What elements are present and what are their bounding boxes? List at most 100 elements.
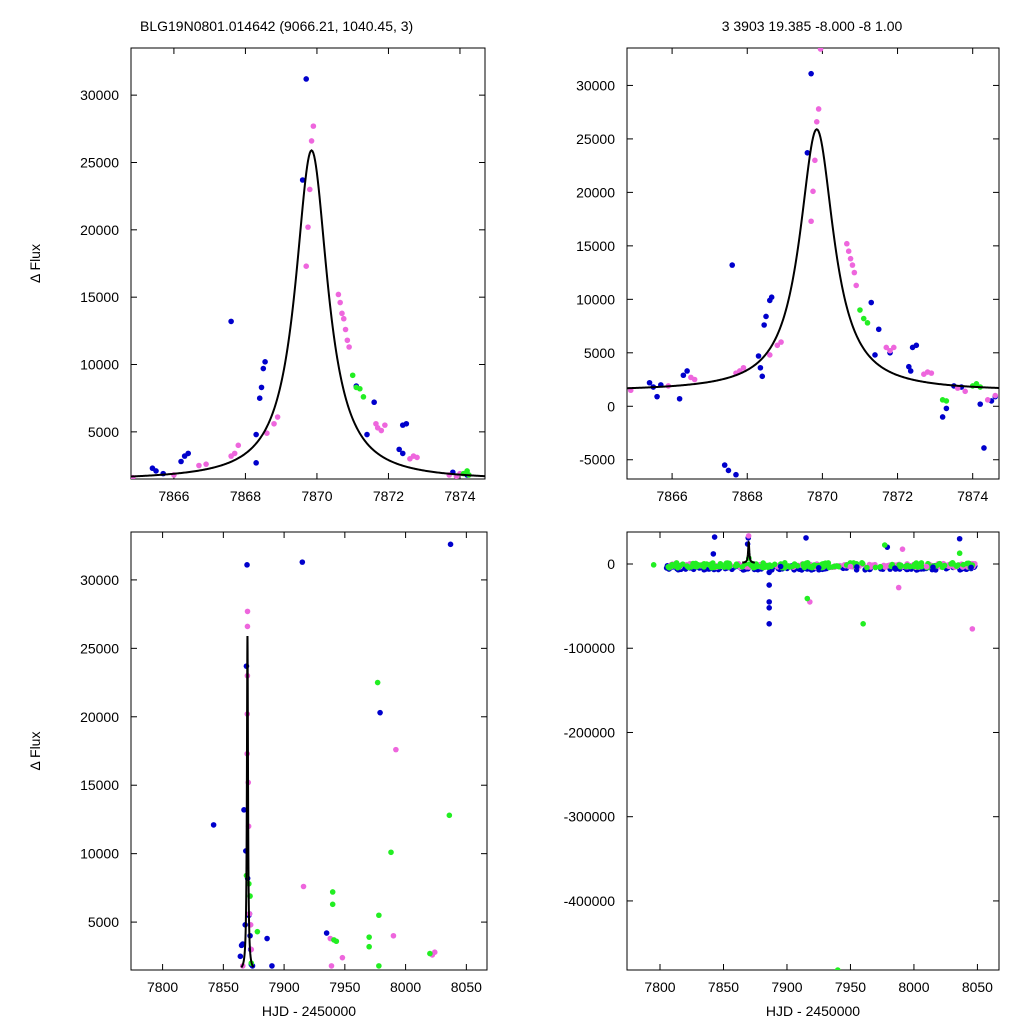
data-point-magenta — [745, 533, 752, 539]
data-point-magenta — [303, 263, 310, 269]
data-point-baseline — [936, 561, 942, 567]
data-point-blue — [733, 471, 739, 478]
y-tick-label: 5000 — [88, 424, 119, 440]
x-tick-label: 7900 — [269, 979, 300, 995]
panel-top-left: 7866 7868 7870 7872 7874 5000 10000 15000 20000 2… — [27, 47, 486, 504]
data-point-magenta — [740, 364, 747, 371]
data-point-blue — [956, 535, 963, 542]
data-point-baseline — [822, 560, 829, 566]
x-tick-label: 7872 — [882, 488, 913, 504]
data-point-baseline — [708, 564, 715, 571]
panel-top-right: 7866 7868 7870 7872 7874 -5000 0 5000 10000 15000… — [576, 47, 1000, 504]
data-point-blue — [872, 352, 878, 358]
data-point-blue — [364, 431, 370, 438]
data-point-baseline — [941, 562, 948, 569]
data-point-baseline — [950, 561, 957, 567]
data-point-magenta — [808, 218, 814, 225]
data-point-magenta — [923, 563, 930, 570]
data-point-baseline — [732, 563, 739, 569]
data-point-baseline — [809, 564, 815, 571]
data-point-baseline — [676, 563, 682, 570]
data-point-magenta — [271, 420, 277, 427]
data-point-green — [357, 385, 363, 392]
data-point-magenta — [845, 248, 852, 255]
y-tick-label: 5000 — [88, 914, 119, 930]
data-point-baseline — [955, 562, 961, 568]
plot-frame — [626, 531, 1000, 971]
x-tick-label: 7800 — [147, 979, 178, 995]
data-point-magenta — [928, 370, 935, 376]
data-point-blue — [892, 565, 898, 572]
data-point-blue — [761, 322, 767, 328]
data-point-green — [388, 849, 394, 856]
x-tick-label: 7872 — [373, 488, 404, 504]
data-point-baseline — [897, 563, 904, 570]
x-axis-label: HJD - 2450000 — [766, 1003, 860, 1019]
data-point-magenta — [984, 397, 991, 403]
data-point-magenta — [890, 344, 897, 351]
data-point-blue — [868, 299, 875, 306]
data-point-blue — [153, 468, 159, 474]
data-point-green — [695, 562, 701, 568]
data-point-blue — [763, 313, 769, 320]
data-point-blue — [646, 379, 653, 386]
x-tick-label: 7866 — [158, 488, 189, 504]
data-point-magenta — [308, 138, 315, 144]
data-point-blue — [228, 318, 234, 325]
data-point-blue — [906, 363, 912, 370]
x-tick-label: 7870 — [301, 488, 332, 504]
data-point-magenta — [414, 454, 420, 461]
data-point-magenta — [849, 262, 856, 268]
data-point-blue — [808, 70, 814, 77]
data-point-magenta — [766, 352, 773, 358]
panel-bottom-right: 7800 7850 7900 7950 8000 8050 -400000 -300000 -2… — [564, 531, 1000, 1019]
data-point-magenta — [264, 430, 270, 437]
data-point-magenta — [328, 963, 335, 969]
data-point-green — [349, 372, 356, 379]
data-point-magenta — [337, 299, 343, 306]
data-point-blue — [396, 446, 402, 453]
data-point-blue — [913, 342, 920, 349]
data-point-blue — [299, 177, 306, 183]
y-axis-label: Δ Flux — [27, 244, 43, 283]
data-point-magenta — [774, 342, 781, 349]
data-point-magenta — [339, 310, 345, 317]
data-point-blue — [253, 431, 259, 438]
data-point-magenta — [339, 954, 346, 961]
data-point-magenta — [382, 422, 388, 428]
data-point-magenta — [847, 563, 854, 570]
data-point-blue — [766, 582, 772, 588]
data-point-baseline — [685, 564, 692, 571]
data-point-blue — [299, 559, 306, 565]
data-point-green — [834, 563, 841, 569]
data-point-blue — [803, 535, 809, 541]
data-point-magenta — [300, 883, 307, 890]
y-tick-label: 25000 — [80, 640, 119, 656]
data-point-blue — [303, 76, 310, 82]
data-point-blue — [755, 353, 762, 359]
data-point-baseline — [739, 564, 746, 570]
data-point-blue — [244, 562, 250, 568]
data-point-blue — [447, 541, 454, 548]
data-point-blue — [399, 450, 406, 457]
data-point-blue — [721, 462, 728, 468]
data-point-blue — [710, 551, 717, 557]
data-point-blue — [759, 373, 766, 380]
data-point-magenta — [393, 746, 399, 753]
data-point-baseline — [723, 561, 729, 567]
x-tick-label: 7874 — [444, 488, 475, 504]
data-point-green — [864, 320, 871, 326]
data-point-magenta — [812, 157, 818, 164]
data-point-blue — [323, 930, 330, 936]
panel-bottom-left: 7800 7850 7900 7950 8000 8050 5000 10000 15000 20… — [27, 531, 488, 1019]
data-point-green — [376, 912, 382, 919]
data-point-blue — [403, 420, 410, 427]
y-axis-label: Δ Flux — [27, 732, 43, 771]
data-point-blue — [654, 393, 660, 400]
data-point-magenta — [853, 282, 860, 289]
y-tick-label: -400000 — [564, 893, 616, 909]
data-point-blue — [684, 368, 690, 374]
data-point-blue — [757, 364, 764, 371]
y-tick-label: 20000 — [80, 222, 119, 238]
data-point-green — [329, 901, 336, 908]
